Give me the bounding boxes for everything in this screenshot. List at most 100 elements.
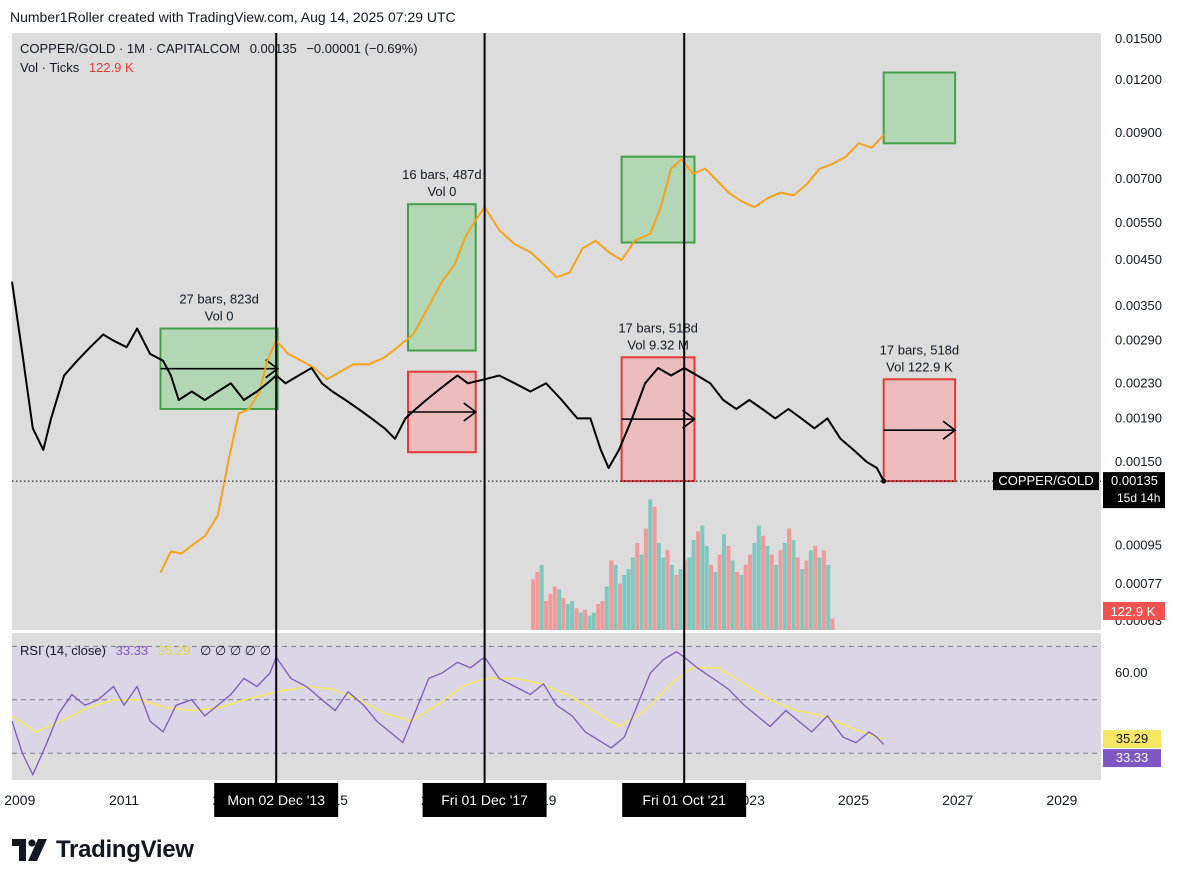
volume-bar: [648, 499, 653, 630]
volume-bar: [808, 550, 813, 631]
volume-value-text: 122.9 K: [1111, 604, 1156, 619]
volume-bar: [587, 615, 592, 630]
volume-bar: [643, 528, 648, 630]
price-axis-tick: 0.00095: [1115, 538, 1162, 553]
tradingview-mark-icon: [12, 839, 47, 861]
volume-bar: [795, 557, 800, 630]
range-box-green: [882, 71, 957, 145]
volume-bar: [583, 609, 588, 630]
current-value-text: 0.00135: [1111, 473, 1158, 488]
tradingview-wordmark: TradingView: [56, 836, 194, 863]
current-label-text: COPPER/GOLD: [998, 473, 1093, 488]
volume-bar: [539, 564, 544, 631]
volume-bar: [674, 574, 679, 630]
volume-bar: [544, 601, 549, 630]
volume-bar: [826, 564, 831, 631]
time-axis-tick: 2029: [1046, 792, 1077, 808]
axes-layer: 0.01500 0.01200 0.00900 0.00700 0.00550 0.004…: [4, 31, 1165, 817]
volume-bar: [821, 550, 826, 631]
volume-bar: [748, 554, 753, 630]
volume-bar: [726, 545, 731, 630]
current-value-tag: [1103, 472, 1165, 509]
volume-bar: [565, 603, 570, 630]
volume-bar: [804, 560, 809, 630]
volume-bar: [548, 593, 553, 631]
time-axis-tick: 2011: [109, 792, 139, 808]
volume-bar: [596, 603, 601, 630]
volume-bar: [722, 534, 726, 630]
volume-bar: [717, 554, 722, 630]
volume-bar: [787, 528, 792, 630]
current-price-dot: [881, 478, 887, 484]
volume-bar: [730, 560, 735, 630]
volume-bar: [622, 574, 627, 630]
rsi-legend-ma: 35.29: [158, 643, 191, 658]
range-box-green: [407, 203, 477, 352]
volume-layer: [531, 499, 835, 631]
range-box-green: [620, 155, 696, 244]
legend-vol-label: Vol · Ticks: [20, 60, 80, 75]
svg-text:RSI (14, close) 33.33: RSI (14, close) 33.33 35.29 ∅ ∅ ∅ ∅ ∅: [20, 643, 271, 658]
price-axis-tick: 0.00230: [1115, 375, 1162, 390]
time-axis-tick: 2009: [4, 792, 35, 808]
price-axis-tick: 0.00077: [1115, 576, 1162, 591]
volume-bar: [613, 564, 618, 631]
price-axis-tick: 0.00900: [1115, 125, 1162, 140]
cursor-lines-layer: [275, 33, 686, 790]
price-axis-tick: 0.01500: [1115, 31, 1162, 46]
volume-bar: [769, 554, 774, 630]
volume-bar: [600, 601, 605, 630]
measure-arrow-head: [682, 409, 696, 429]
price-lines-layer: [11, 134, 1101, 574]
volume-value-tag: [1103, 602, 1165, 620]
volume-bar: [652, 506, 657, 631]
volume-bar: [639, 554, 644, 630]
tradingview-logo[interactable]: TradingView: [12, 836, 194, 864]
rsi-line: [11, 650, 885, 777]
legend-change: −0.00001 (−0.69%): [306, 41, 417, 56]
rsi-legend-placeholders: ∅ ∅ ∅ ∅ ∅: [200, 643, 271, 658]
volume-bar: [669, 564, 674, 631]
volume-bar: [635, 543, 640, 630]
volume-bar: [678, 569, 683, 630]
volume-bar: [656, 543, 661, 630]
volume-bar: [630, 557, 635, 630]
measure-label-bars: 27 bars, 823d: [179, 292, 259, 307]
volume-bar: [791, 540, 796, 630]
legend-layer: COPPER/GOLD · 1M · CAPITALCOM 0.00135 −0…: [20, 41, 418, 658]
legend-price: 0.00135: [250, 41, 297, 56]
rsi-ma-line: [11, 666, 884, 740]
volume-bar: [756, 525, 761, 630]
price-axis-tick: 0.00450: [1115, 252, 1162, 267]
measure-boxes-layer[interactable]: 27 bars, 823d Vol 0 16 bars, 487d Vol 0 17 b…: [159, 71, 960, 483]
measure-label-bars: 16 bars, 487d: [402, 167, 482, 182]
price-axis-tick: 0.00150: [1115, 454, 1162, 469]
price-axis-tick: 0.00190: [1115, 410, 1162, 425]
measure-label-vol: Vol 9.32 M: [627, 337, 688, 352]
volume-bar: [665, 550, 670, 631]
measure-arrow-head: [265, 359, 280, 379]
measure-label-vol: Vol 0: [205, 309, 234, 324]
measure-label-vol: Vol 0: [427, 184, 456, 199]
cursor-date-tag: [422, 783, 547, 817]
volume-bar: [765, 545, 770, 630]
volume-bar: [778, 550, 783, 631]
current-label-tag: [993, 472, 1099, 491]
rsi-value-tag-text: 33.33: [1116, 750, 1149, 765]
volume-bar: [561, 598, 566, 630]
volume-bar: [661, 557, 666, 630]
volume-bar: [604, 586, 609, 630]
volume-bar: [774, 564, 779, 631]
volume-bar: [552, 586, 557, 630]
volume-bar: [531, 579, 536, 631]
rsi-axis-tick: 60.00: [1115, 665, 1148, 680]
legend-vol-value: 122.9 K: [89, 60, 134, 75]
svg-text:Vol · Ticks 122.9 K: Vol · Ticks 122.9 K: [20, 60, 134, 75]
comparison-line: [159, 134, 885, 574]
volume-bar: [704, 545, 709, 630]
svg-text:COPPER/GOLD · 1M · CAPITALCOM: COPPER/GOLD · 1M · CAPITALCOM 0.00135 −0…: [20, 41, 418, 56]
price-axis-tick: 0.01200: [1115, 72, 1162, 87]
rsi-ma-tag-text: 35.29: [1116, 731, 1149, 746]
rsi-ma-tag: [1103, 730, 1161, 749]
